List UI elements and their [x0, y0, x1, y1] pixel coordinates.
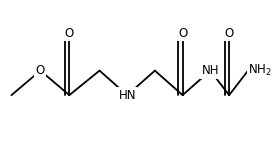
Text: O: O — [224, 27, 234, 40]
Text: O: O — [36, 64, 45, 77]
Text: HN: HN — [118, 89, 136, 102]
Text: O: O — [178, 27, 187, 40]
Text: O: O — [65, 27, 74, 40]
Text: NH: NH — [201, 64, 219, 77]
Text: NH$_2$: NH$_2$ — [248, 63, 272, 78]
